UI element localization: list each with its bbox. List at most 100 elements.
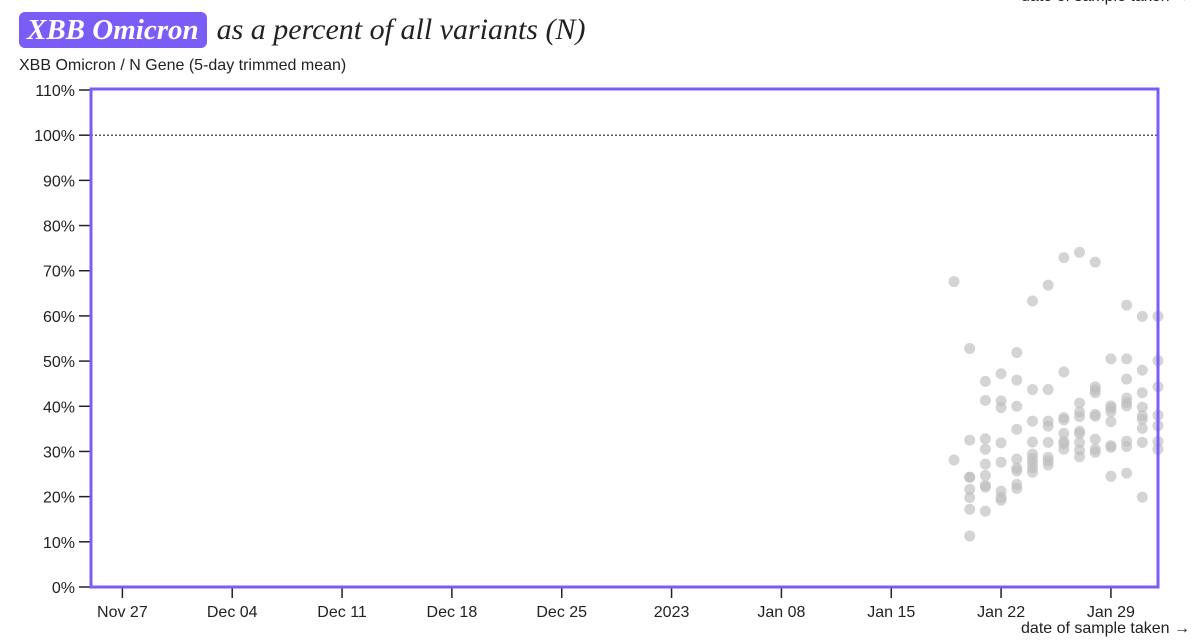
data-point [1026,295,1038,307]
data-point [964,483,976,495]
y-tick-label: 40% [43,399,75,416]
data-point [1089,387,1101,399]
data-point [1089,410,1101,422]
x-tick-label: Jan 15 [867,604,915,621]
y-tick-label: 110% [35,83,75,100]
y-tick-label: 90% [43,173,75,190]
data-point [1042,279,1054,291]
data-point [1136,364,1148,376]
x-tick-label: Jan 08 [757,604,805,621]
data-point [1074,436,1086,448]
data-point [1074,427,1086,439]
data-point [964,342,976,354]
x-tick-label: Dec 11 [317,604,367,621]
data-point [1121,353,1133,365]
x-tick-label: Dec 04 [207,604,258,621]
data-point [1042,384,1054,396]
data-point [1058,443,1070,455]
data-point [1136,436,1148,448]
data-point [1058,414,1070,426]
data-point [1042,420,1054,432]
y-tick-label: 10% [43,535,75,552]
data-point [979,394,991,406]
data-point [995,368,1007,380]
data-point [1042,436,1054,448]
data-point [1136,310,1148,322]
data-point [1136,491,1148,503]
data-point [964,503,976,515]
data-point [979,433,991,445]
data-point [995,437,1007,449]
data-point [1026,384,1038,396]
data-point [964,434,976,446]
x-tick-label: Jan 22 [977,604,1025,621]
data-point [979,375,991,387]
y-tick-label: 0% [52,580,75,597]
chart-title: XBB Omicron as a percent of all variants… [19,12,585,48]
x-tick-label: Dec 18 [427,604,478,621]
data-point [1105,470,1117,482]
y-tick-label: 70% [43,264,75,281]
data-point [1011,374,1023,386]
data-point [1136,422,1148,434]
x-tick-label: 2023 [654,604,690,621]
data-point [1136,387,1148,399]
data-point [1074,411,1086,423]
data-point [1105,353,1117,365]
data-point [1011,423,1023,435]
data-point [964,471,976,483]
data-point [979,505,991,517]
data-point [979,458,991,470]
x-axis-label: date of sample taken → [1021,620,1190,637]
data-point [948,454,960,466]
data-point [1089,446,1101,458]
variant-badge: XBB Omicron [19,12,207,48]
data-point [1105,406,1117,418]
data-point [1121,299,1133,311]
y-tick-label: 60% [43,309,75,326]
plot-frame [89,87,1160,589]
y-tick-label: 30% [43,444,75,461]
data-point [1136,401,1148,413]
data-point [1011,347,1023,359]
data-point [1105,441,1117,453]
y-axis-label: XBB Omicron / N Gene (5-day trimmed mean… [19,57,347,74]
y-tick-label: 80% [43,219,75,236]
data-point [1011,400,1023,412]
data-point [1011,465,1023,477]
data-point [1011,483,1023,495]
data-point [1074,397,1086,409]
data-point [995,402,1007,414]
data-point [1105,416,1117,428]
data-point [1026,466,1038,478]
x-tick-label: Nov 27 [97,604,148,621]
data-point [1089,433,1101,445]
data-point [964,492,976,504]
x-tick-label: Jan 29 [1087,604,1135,621]
data-point [1026,415,1038,427]
y-tick-label: 50% [43,354,75,371]
y-tick-label: 100% [34,128,75,145]
data-point [979,481,991,493]
data-point [1136,413,1148,425]
data-point [1074,246,1086,258]
data-point [995,456,1007,468]
data-point [1121,467,1133,479]
data-point [1058,252,1070,264]
data-point [1011,453,1023,465]
data-point [964,530,976,542]
data-point [948,276,960,288]
data-point [979,443,991,455]
data-point [1058,366,1070,378]
data-point [1089,256,1101,268]
data-point [1121,400,1133,412]
data-point [1026,436,1038,448]
data-point [979,469,991,481]
data-point [1121,373,1133,385]
data-point [1058,427,1070,439]
x-tick-label: Dec 25 [536,604,587,621]
data-point [1074,451,1086,463]
x-axis-label-top: date of sample taken → [1021,0,1190,6]
y-tick-label: 20% [43,490,75,507]
